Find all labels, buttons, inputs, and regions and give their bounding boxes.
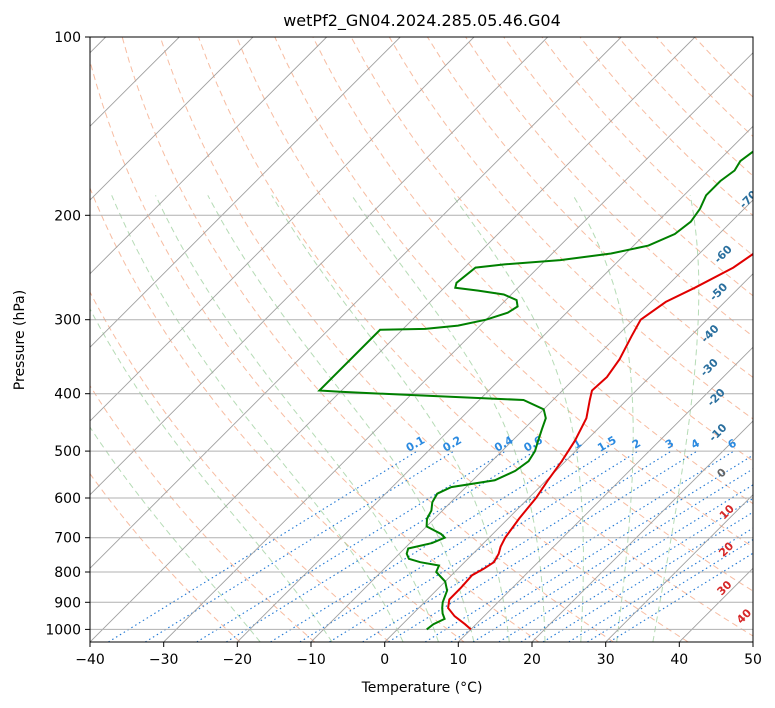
isotherm-line — [90, 37, 254, 201]
isotherm-line — [163, 52, 753, 642]
x-tick-label: −20 — [223, 652, 253, 668]
x-tick-label: 0 — [380, 652, 389, 668]
moist-adiabat-line — [90, 426, 261, 642]
mixing-ratio-line — [520, 497, 753, 642]
dry-adiabats — [90, 37, 753, 642]
isotherm-line — [236, 125, 753, 642]
isotherm-annotation: 40 — [734, 606, 754, 626]
dry-adiabat-line — [90, 291, 390, 642]
moist-adiabat-line — [90, 308, 333, 642]
mixing-ratio-line — [299, 450, 609, 642]
y-tick-label: 800 — [54, 565, 81, 581]
mixing-ratio-line — [362, 450, 672, 642]
isotherm-line — [90, 37, 622, 569]
y-tick-label: 200 — [54, 208, 81, 224]
y-tick-label: 100 — [54, 30, 81, 46]
y-tick-label: 900 — [54, 595, 81, 611]
moist-adiabat-line — [271, 195, 510, 642]
dry-adiabat-line — [90, 384, 316, 642]
moist-adiabat-line — [207, 195, 475, 642]
plot-frame — [89, 36, 754, 643]
mixing-ratio-line — [388, 450, 698, 642]
isotherm-line — [90, 37, 401, 348]
mixing-ratio-lines — [108, 450, 753, 642]
isotherm-line — [90, 37, 328, 275]
x-tick-label: 40 — [670, 652, 688, 668]
isobars — [90, 37, 753, 630]
dry-adiabat-line — [426, 37, 753, 378]
y-tick-label: 700 — [54, 531, 81, 547]
isotherm-line — [531, 420, 753, 642]
moist-adiabat-line — [452, 195, 584, 642]
mixing-ratio-line — [108, 450, 418, 642]
isotherm-line — [90, 37, 696, 642]
x-tick-label: 20 — [523, 652, 541, 668]
dry-adiabat-line — [90, 186, 465, 642]
mixing-ratio-line — [587, 538, 753, 642]
y-axis-ticks: 100 200 300 400 500 600 700 800 900 1000 — [45, 30, 90, 638]
x-tick-label: 10 — [449, 652, 467, 668]
x-tick-label: 50 — [744, 652, 762, 668]
dewpoint-profile-line — [317, 150, 753, 631]
mixing-ratio-line — [145, 450, 455, 642]
y-tick-label: 1000 — [45, 622, 81, 638]
isotherm-line — [605, 494, 753, 642]
x-tick-label: −30 — [149, 652, 179, 668]
skewed-isotherms — [90, 37, 753, 642]
isotherm-line — [384, 273, 753, 642]
x-axis-ticks: −40 −30 −20 −10 0 10 20 30 40 50 — [75, 642, 762, 668]
dry-adiabat-line — [465, 37, 753, 338]
x-tick-label: −10 — [296, 652, 326, 668]
y-axis-label: Pressure (hPa) — [12, 290, 28, 390]
isotherm-line — [90, 37, 475, 422]
mixing-ratio-line — [498, 484, 753, 642]
profile-series — [317, 150, 753, 631]
chart-title: wetPf2_GN04.2024.285.05.46.G04 — [283, 11, 561, 31]
dry-adiabat-line — [121, 37, 614, 642]
y-tick-label: 300 — [54, 313, 81, 329]
moist-adiabat-line — [155, 195, 439, 642]
dry-adiabat-line — [236, 37, 753, 592]
dry-adiabat-line — [350, 37, 753, 462]
mixing-ratio-line — [329, 450, 639, 642]
y-tick-label: 500 — [54, 444, 81, 460]
mixing-ratio-line — [450, 454, 753, 642]
dry-adiabat-line — [274, 37, 753, 548]
mixing-ratio-line — [270, 450, 580, 642]
dry-adiabat-line — [312, 37, 753, 505]
dry-adiabat-line — [90, 472, 241, 642]
mixing-ratio-line — [196, 450, 506, 642]
dry-adiabat-line — [388, 37, 753, 420]
dry-adiabat-line — [503, 37, 753, 297]
dry-adiabat-line — [159, 37, 689, 642]
x-tick-label: −40 — [75, 652, 105, 668]
dry-adiabat-line — [90, 59, 540, 642]
plot-grid: -100-90-80-70-60-50-40-30-20-10010203040… — [90, 37, 754, 642]
isotherm-line — [457, 346, 753, 642]
temperature-profile-line — [447, 252, 753, 631]
moist-adiabat-line — [572, 195, 634, 642]
isotherm-line — [310, 199, 753, 642]
y-tick-label: 600 — [54, 491, 81, 507]
x-tick-label: 30 — [597, 652, 615, 668]
y-tick-label: 400 — [54, 387, 81, 403]
mixing-ratio-line — [424, 450, 735, 642]
x-axis-label: Temperature (°C) — [361, 680, 483, 696]
isotherm-line — [90, 37, 549, 496]
moist-adiabat-line — [351, 195, 546, 642]
